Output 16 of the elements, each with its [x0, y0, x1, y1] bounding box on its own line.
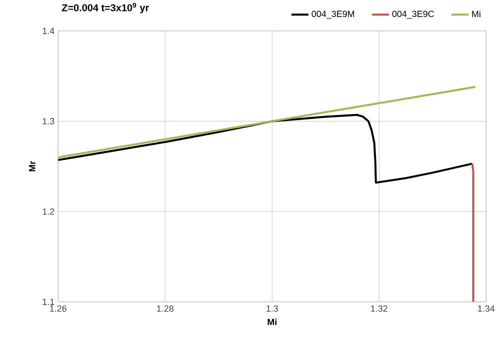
legend-label: 004_3E9M: [312, 10, 354, 19]
x-tick-label: 1.34: [478, 305, 495, 312]
x-tick-label: 1.3: [266, 305, 278, 312]
legend-label: Mi: [472, 10, 480, 18]
y-tick-label: 1.4: [42, 28, 54, 34]
y-tick-label: 1.2: [42, 208, 54, 215]
x-tick-label: 1.32: [371, 305, 388, 312]
x-axis-title: Mi: [268, 318, 276, 326]
legend-label: 004_3E9C: [392, 10, 434, 19]
y-axis-title: Mr: [29, 161, 36, 172]
line-series: [58, 114, 474, 184]
y-tick-label: 1.1: [42, 298, 54, 305]
y-tick-label: 1.3: [42, 118, 54, 124]
chart-title: Z=0.004 t=3x10$^{9}$ yr: [62, 2, 149, 14]
x-tick-label: 1.28: [157, 305, 174, 312]
x-tick-label: 1.26: [50, 305, 66, 312]
